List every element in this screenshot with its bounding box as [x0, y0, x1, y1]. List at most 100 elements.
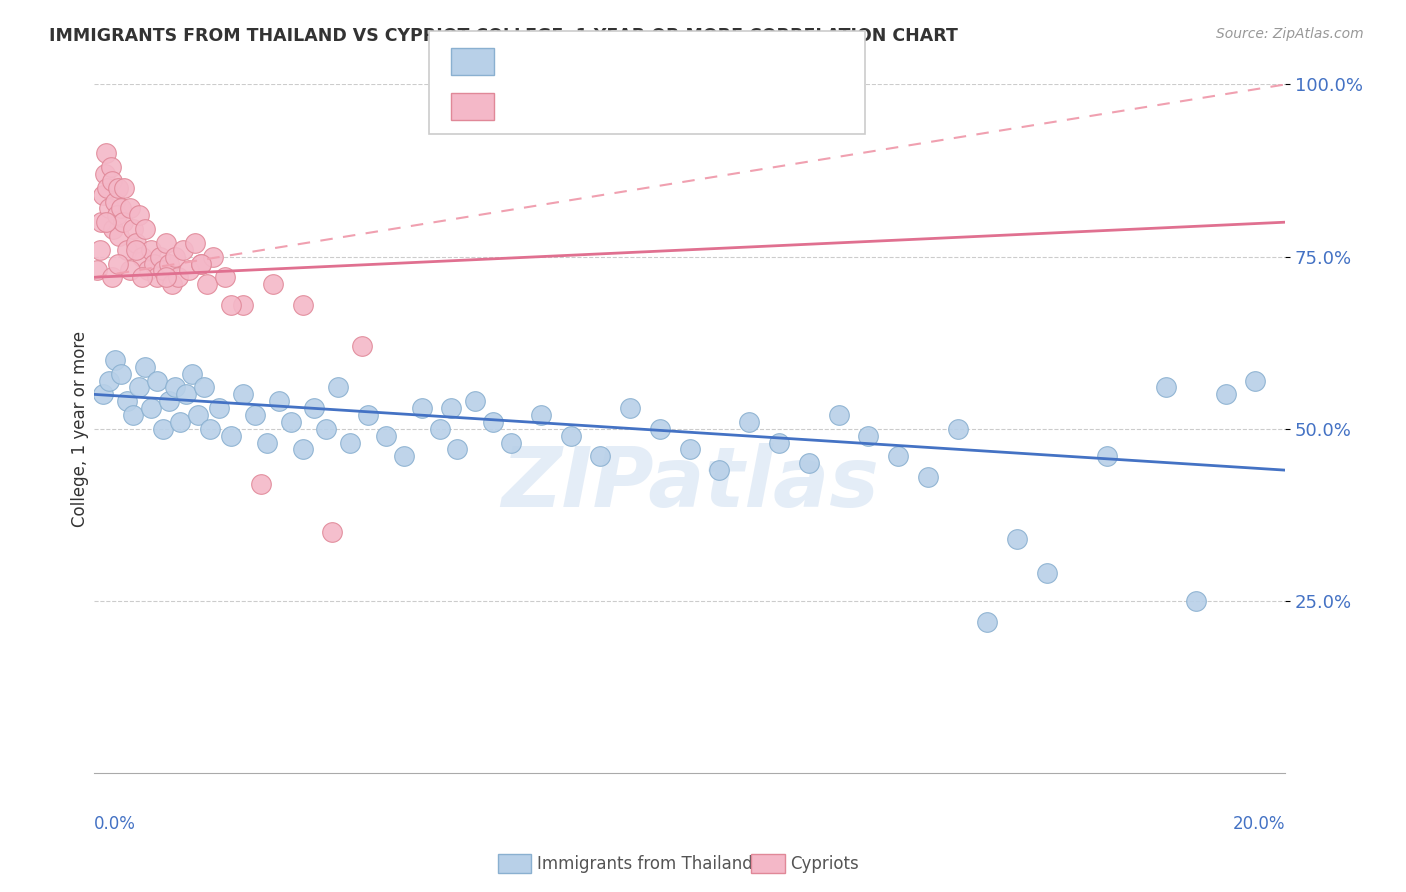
Point [202, 250, 225, 264]
Text: Immigrants from Thailand: Immigrants from Thailand [537, 855, 752, 872]
Point [169, 415, 191, 429]
Point [357, 408, 380, 422]
Point [679, 442, 702, 457]
Point [89, 243, 111, 257]
Point [155, 235, 177, 250]
Point [619, 401, 641, 416]
Point [190, 256, 212, 270]
Point [181, 367, 204, 381]
Point [121, 408, 143, 422]
Point [446, 442, 468, 457]
Point [464, 394, 486, 409]
Point [219, 428, 242, 442]
Point [1095, 450, 1118, 464]
Point [280, 415, 302, 429]
Point [166, 270, 188, 285]
Y-axis label: College, 1 year or more: College, 1 year or more [72, 331, 89, 527]
Point [219, 298, 242, 312]
Point [1036, 566, 1059, 581]
Point [101, 174, 124, 188]
Point [709, 463, 731, 477]
Point [91, 187, 114, 202]
Point [1185, 594, 1208, 608]
Text: Source: ZipAtlas.com: Source: ZipAtlas.com [1216, 27, 1364, 41]
Text: IMMIGRANTS FROM THAILAND VS CYPRIOT COLLEGE, 1 YEAR OR MORE CORRELATION CHART: IMMIGRANTS FROM THAILAND VS CYPRIOT COLL… [49, 27, 957, 45]
Point [172, 243, 194, 257]
Point [149, 250, 172, 264]
Point [499, 435, 522, 450]
Point [111, 215, 134, 229]
Point [946, 422, 969, 436]
Point [184, 235, 207, 250]
Point [193, 380, 215, 394]
Point [858, 428, 880, 442]
Point [115, 394, 138, 409]
Point [232, 298, 254, 312]
Point [214, 270, 236, 285]
Point [1244, 374, 1267, 388]
Point [291, 442, 314, 457]
Text: Cypriots: Cypriots [790, 855, 859, 872]
Point [262, 277, 284, 292]
Text: R = -0.132: R = -0.132 [503, 52, 609, 70]
Point [250, 477, 273, 491]
Point [125, 235, 148, 250]
Point [256, 435, 278, 450]
Point [179, 263, 201, 277]
Point [976, 615, 998, 629]
Point [243, 408, 266, 422]
Point [91, 387, 114, 401]
Point [142, 256, 165, 270]
Point [440, 401, 463, 416]
Point [94, 146, 117, 161]
Point [125, 243, 148, 257]
Point [145, 270, 167, 285]
Point [115, 243, 138, 257]
Point [411, 401, 433, 416]
Point [530, 408, 553, 422]
Point [110, 202, 132, 216]
Point [103, 222, 125, 236]
Point [187, 408, 209, 422]
Point [157, 256, 180, 270]
Point [155, 270, 177, 285]
Point [94, 215, 117, 229]
Point [827, 408, 849, 422]
Point [128, 380, 150, 394]
Point [163, 250, 186, 264]
Point [86, 263, 108, 277]
Point [267, 394, 290, 409]
Point [589, 450, 612, 464]
Point [101, 270, 124, 285]
Point [195, 277, 218, 292]
Point [482, 415, 505, 429]
Point [94, 167, 117, 181]
Text: N = 64: N = 64 [671, 52, 738, 70]
Point [128, 208, 150, 222]
Point [1005, 532, 1028, 546]
Point [200, 422, 222, 436]
Point [315, 422, 337, 436]
Point [98, 202, 121, 216]
Point [152, 422, 174, 436]
Point [131, 270, 153, 285]
Text: N = 58: N = 58 [671, 96, 738, 114]
Point [1154, 380, 1177, 394]
Point [917, 470, 939, 484]
Point [648, 422, 671, 436]
Point [208, 401, 231, 416]
Point [134, 359, 156, 374]
Point [768, 435, 790, 450]
Point [374, 428, 396, 442]
Point [107, 180, 129, 194]
Text: ZIPatlas: ZIPatlas [501, 443, 879, 524]
Point [100, 160, 122, 174]
Point [797, 456, 820, 470]
Point [738, 415, 761, 429]
Point [560, 428, 582, 442]
Point [291, 298, 314, 312]
Point [112, 180, 135, 194]
Point [145, 374, 167, 388]
Point [96, 180, 118, 194]
Point [104, 194, 127, 209]
